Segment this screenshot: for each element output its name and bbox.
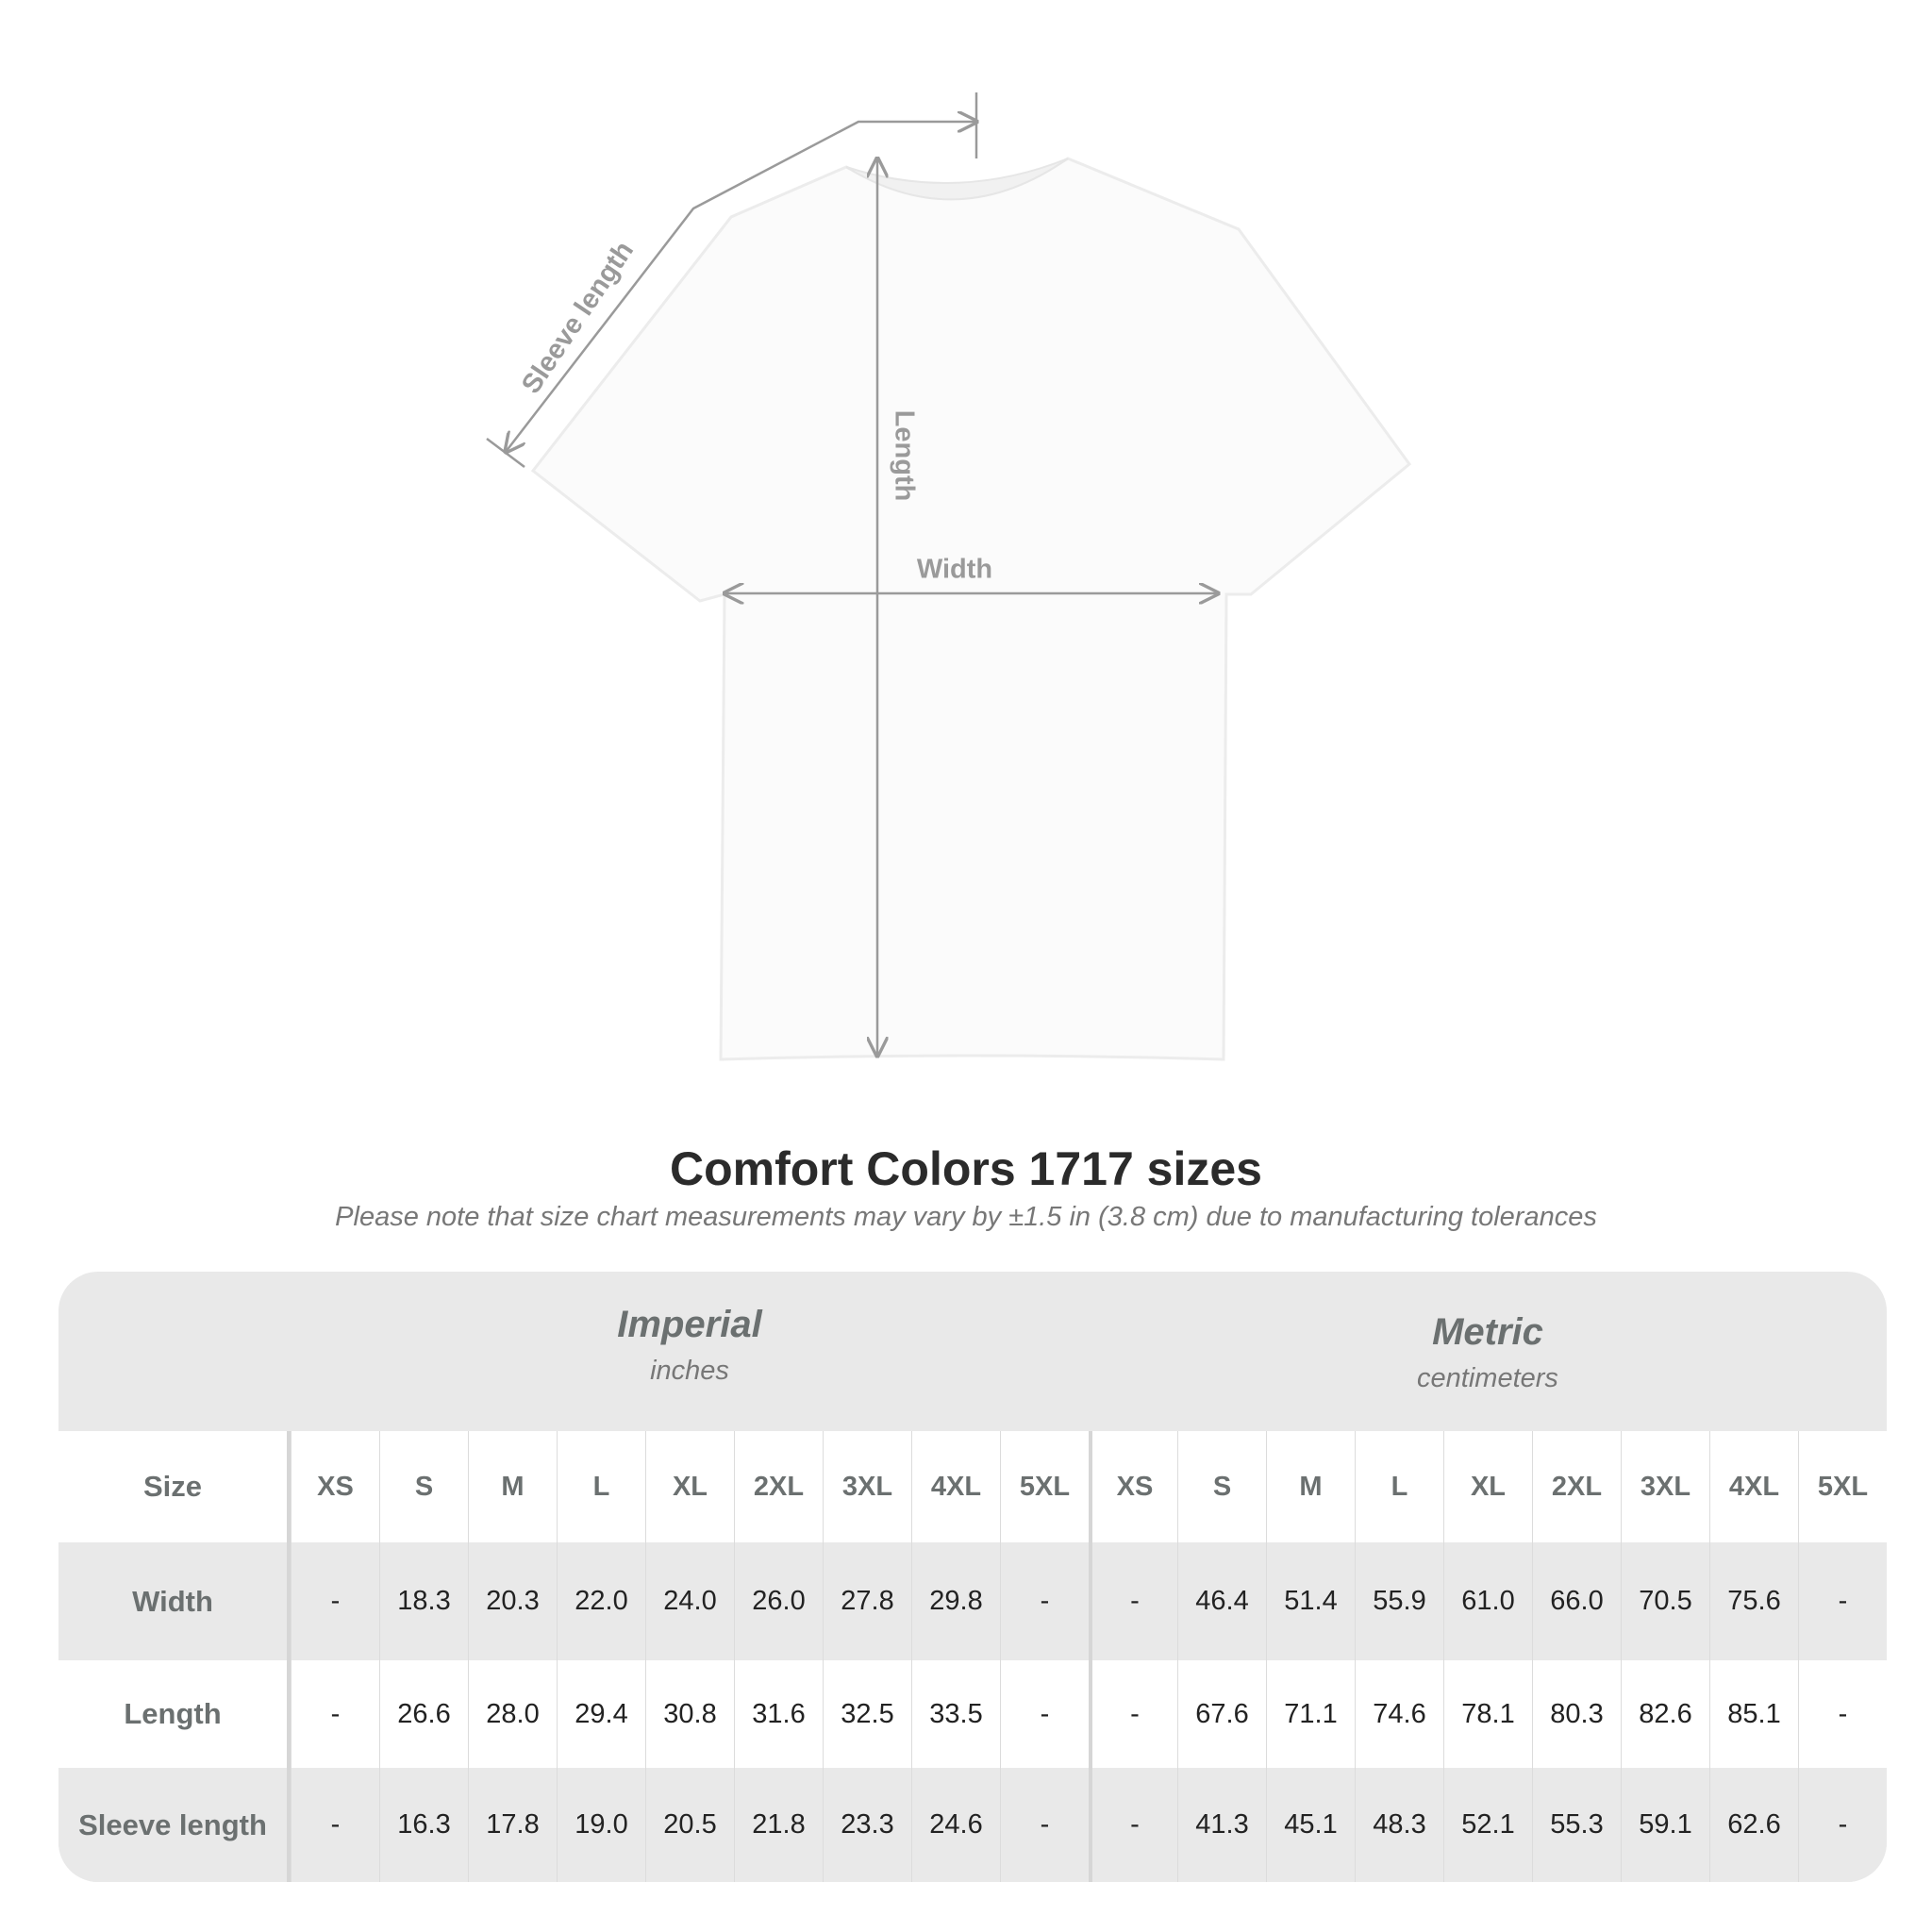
length-label: Length (889, 409, 920, 502)
table-row: Width -18.3 20.3 22.0 24.0 26.0 27.8 29.8- -46.4… (58, 1542, 1887, 1660)
page-title: Comfort Colors 1717 sizes (670, 1142, 1262, 1195)
metric-value-cell: 52.1 (1443, 1768, 1532, 1882)
tshirt-shape (530, 157, 1412, 1061)
imperial-value-cell: - (291, 1542, 379, 1660)
metric-value-cell: - (1089, 1660, 1177, 1768)
metric-value-cell: 66.0 (1532, 1542, 1621, 1660)
row-label: Length (58, 1660, 291, 1768)
imperial-size-header: 2XL (734, 1431, 823, 1542)
metric-value-cell: 45.1 (1266, 1768, 1355, 1882)
size-table: Imperial inches Metric centimeters Size X… (58, 1272, 1887, 1882)
imperial-size-header: 4XL (911, 1431, 1000, 1542)
imperial-value-cell: 29.4 (557, 1660, 645, 1768)
imperial-value-cell: 23.3 (823, 1768, 911, 1882)
imperial-value-cell: - (291, 1660, 379, 1768)
imperial-value-cell: - (291, 1768, 379, 1882)
metric-value-cell: 82.6 (1621, 1660, 1709, 1768)
row-label: Width (58, 1542, 291, 1660)
imperial-value-cell: 28.0 (468, 1660, 557, 1768)
metric-value-cell: 55.3 (1532, 1768, 1621, 1882)
metric-value-cell: 46.4 (1177, 1542, 1266, 1660)
size-header-row: Size XS S M L XL 2XL 3XL 4XL 5XL XS S M L XL 2XL 3XL 4XL 5… (58, 1431, 1887, 1542)
imperial-value-cell: 33.5 (911, 1660, 1000, 1768)
metric-size-header: 5XL (1798, 1431, 1887, 1542)
metric-size-header: L (1355, 1431, 1443, 1542)
imperial-size-header: M (468, 1431, 557, 1542)
metric-size-header: XL (1443, 1431, 1532, 1542)
imperial-value-cell: 18.3 (379, 1542, 468, 1660)
metric-value-cell: 71.1 (1266, 1660, 1355, 1768)
metric-value-cell: 48.3 (1355, 1768, 1443, 1882)
metric-value-cell: - (1089, 1768, 1177, 1882)
metric-unit: centimeters (1417, 1363, 1558, 1393)
imperial-value-cell: 20.3 (468, 1542, 557, 1660)
table-row: Length -26.6 28.0 29.4 30.8 31.6 32.5 33.5- -67.… (58, 1660, 1887, 1768)
imperial-size-header: XS (291, 1431, 379, 1542)
metric-value-cell: - (1089, 1542, 1177, 1660)
metric-size-header: 4XL (1709, 1431, 1798, 1542)
metric-size-header: XS (1089, 1431, 1177, 1542)
tshirt-diagram (486, 92, 1412, 1061)
width-label: Width (916, 554, 993, 585)
imperial-value-cell: 19.0 (557, 1768, 645, 1882)
metric-value-cell: 62.6 (1709, 1768, 1798, 1882)
tolerance-note: Please note that size chart measurements… (335, 1202, 1597, 1232)
imperial-value-cell: 17.8 (468, 1768, 557, 1882)
table-row: Sleeve length -16.3 17.8 19.0 20.5 21.8 23.3 24… (58, 1768, 1887, 1882)
imperial-value-cell: 21.8 (734, 1768, 823, 1882)
metric-size-header: S (1177, 1431, 1266, 1542)
metric-value-cell: 85.1 (1709, 1660, 1798, 1768)
imperial-value-cell: 27.8 (823, 1542, 911, 1660)
imperial-value-cell: 29.8 (911, 1542, 1000, 1660)
metric-value-cell: - (1798, 1660, 1887, 1768)
imperial-unit: inches (650, 1356, 729, 1386)
metric-value-cell: 41.3 (1177, 1768, 1266, 1882)
metric-value-cell: 80.3 (1532, 1660, 1621, 1768)
metric-value-cell: 70.5 (1621, 1542, 1709, 1660)
metric-value-cell: 59.1 (1621, 1768, 1709, 1882)
imperial-value-cell: - (1000, 1768, 1089, 1882)
imperial-size-header: XL (645, 1431, 734, 1542)
imperial-header: Imperial inches (291, 1272, 1089, 1463)
metric-value-cell: - (1798, 1542, 1887, 1660)
imperial-value-cell: 31.6 (734, 1660, 823, 1768)
imperial-label: Imperial (617, 1304, 762, 1345)
imperial-value-cell: 20.5 (645, 1768, 734, 1882)
imperial-size-header: S (379, 1431, 468, 1542)
imperial-size-header: L (557, 1431, 645, 1542)
metric-value-cell: 74.6 (1355, 1660, 1443, 1768)
metric-value-cell: - (1798, 1768, 1887, 1882)
metric-value-cell: 67.6 (1177, 1660, 1266, 1768)
metric-value-cell: 51.4 (1266, 1542, 1355, 1660)
imperial-value-cell: - (1000, 1542, 1089, 1660)
metric-size-header: 3XL (1621, 1431, 1709, 1542)
metric-value-cell: 61.0 (1443, 1542, 1532, 1660)
imperial-value-cell: - (1000, 1660, 1089, 1768)
imperial-value-cell: 24.6 (911, 1768, 1000, 1882)
imperial-value-cell: 26.6 (379, 1660, 468, 1768)
imperial-value-cell: 22.0 (557, 1542, 645, 1660)
metric-label: Metric (1432, 1311, 1543, 1353)
metric-size-header: M (1266, 1431, 1355, 1542)
sleeve-measure-line (506, 122, 976, 452)
row-label: Sleeve length (58, 1768, 291, 1882)
imperial-size-header: 3XL (823, 1431, 911, 1542)
row-label: Size (58, 1431, 291, 1542)
imperial-value-cell: 32.5 (823, 1660, 911, 1768)
sleeve-tick-start (486, 438, 525, 468)
imperial-value-cell: 24.0 (645, 1542, 734, 1660)
imperial-value-cell: 26.0 (734, 1542, 823, 1660)
imperial-value-cell: 30.8 (645, 1660, 734, 1768)
imperial-size-header: 5XL (1000, 1431, 1089, 1542)
metric-value-cell: 78.1 (1443, 1660, 1532, 1768)
metric-value-cell: 75.6 (1709, 1542, 1798, 1660)
metric-value-cell: 55.9 (1355, 1542, 1443, 1660)
metric-header: Metric centimeters (1089, 1272, 1887, 1471)
metric-size-header: 2XL (1532, 1431, 1621, 1542)
imperial-value-cell: 16.3 (379, 1768, 468, 1882)
